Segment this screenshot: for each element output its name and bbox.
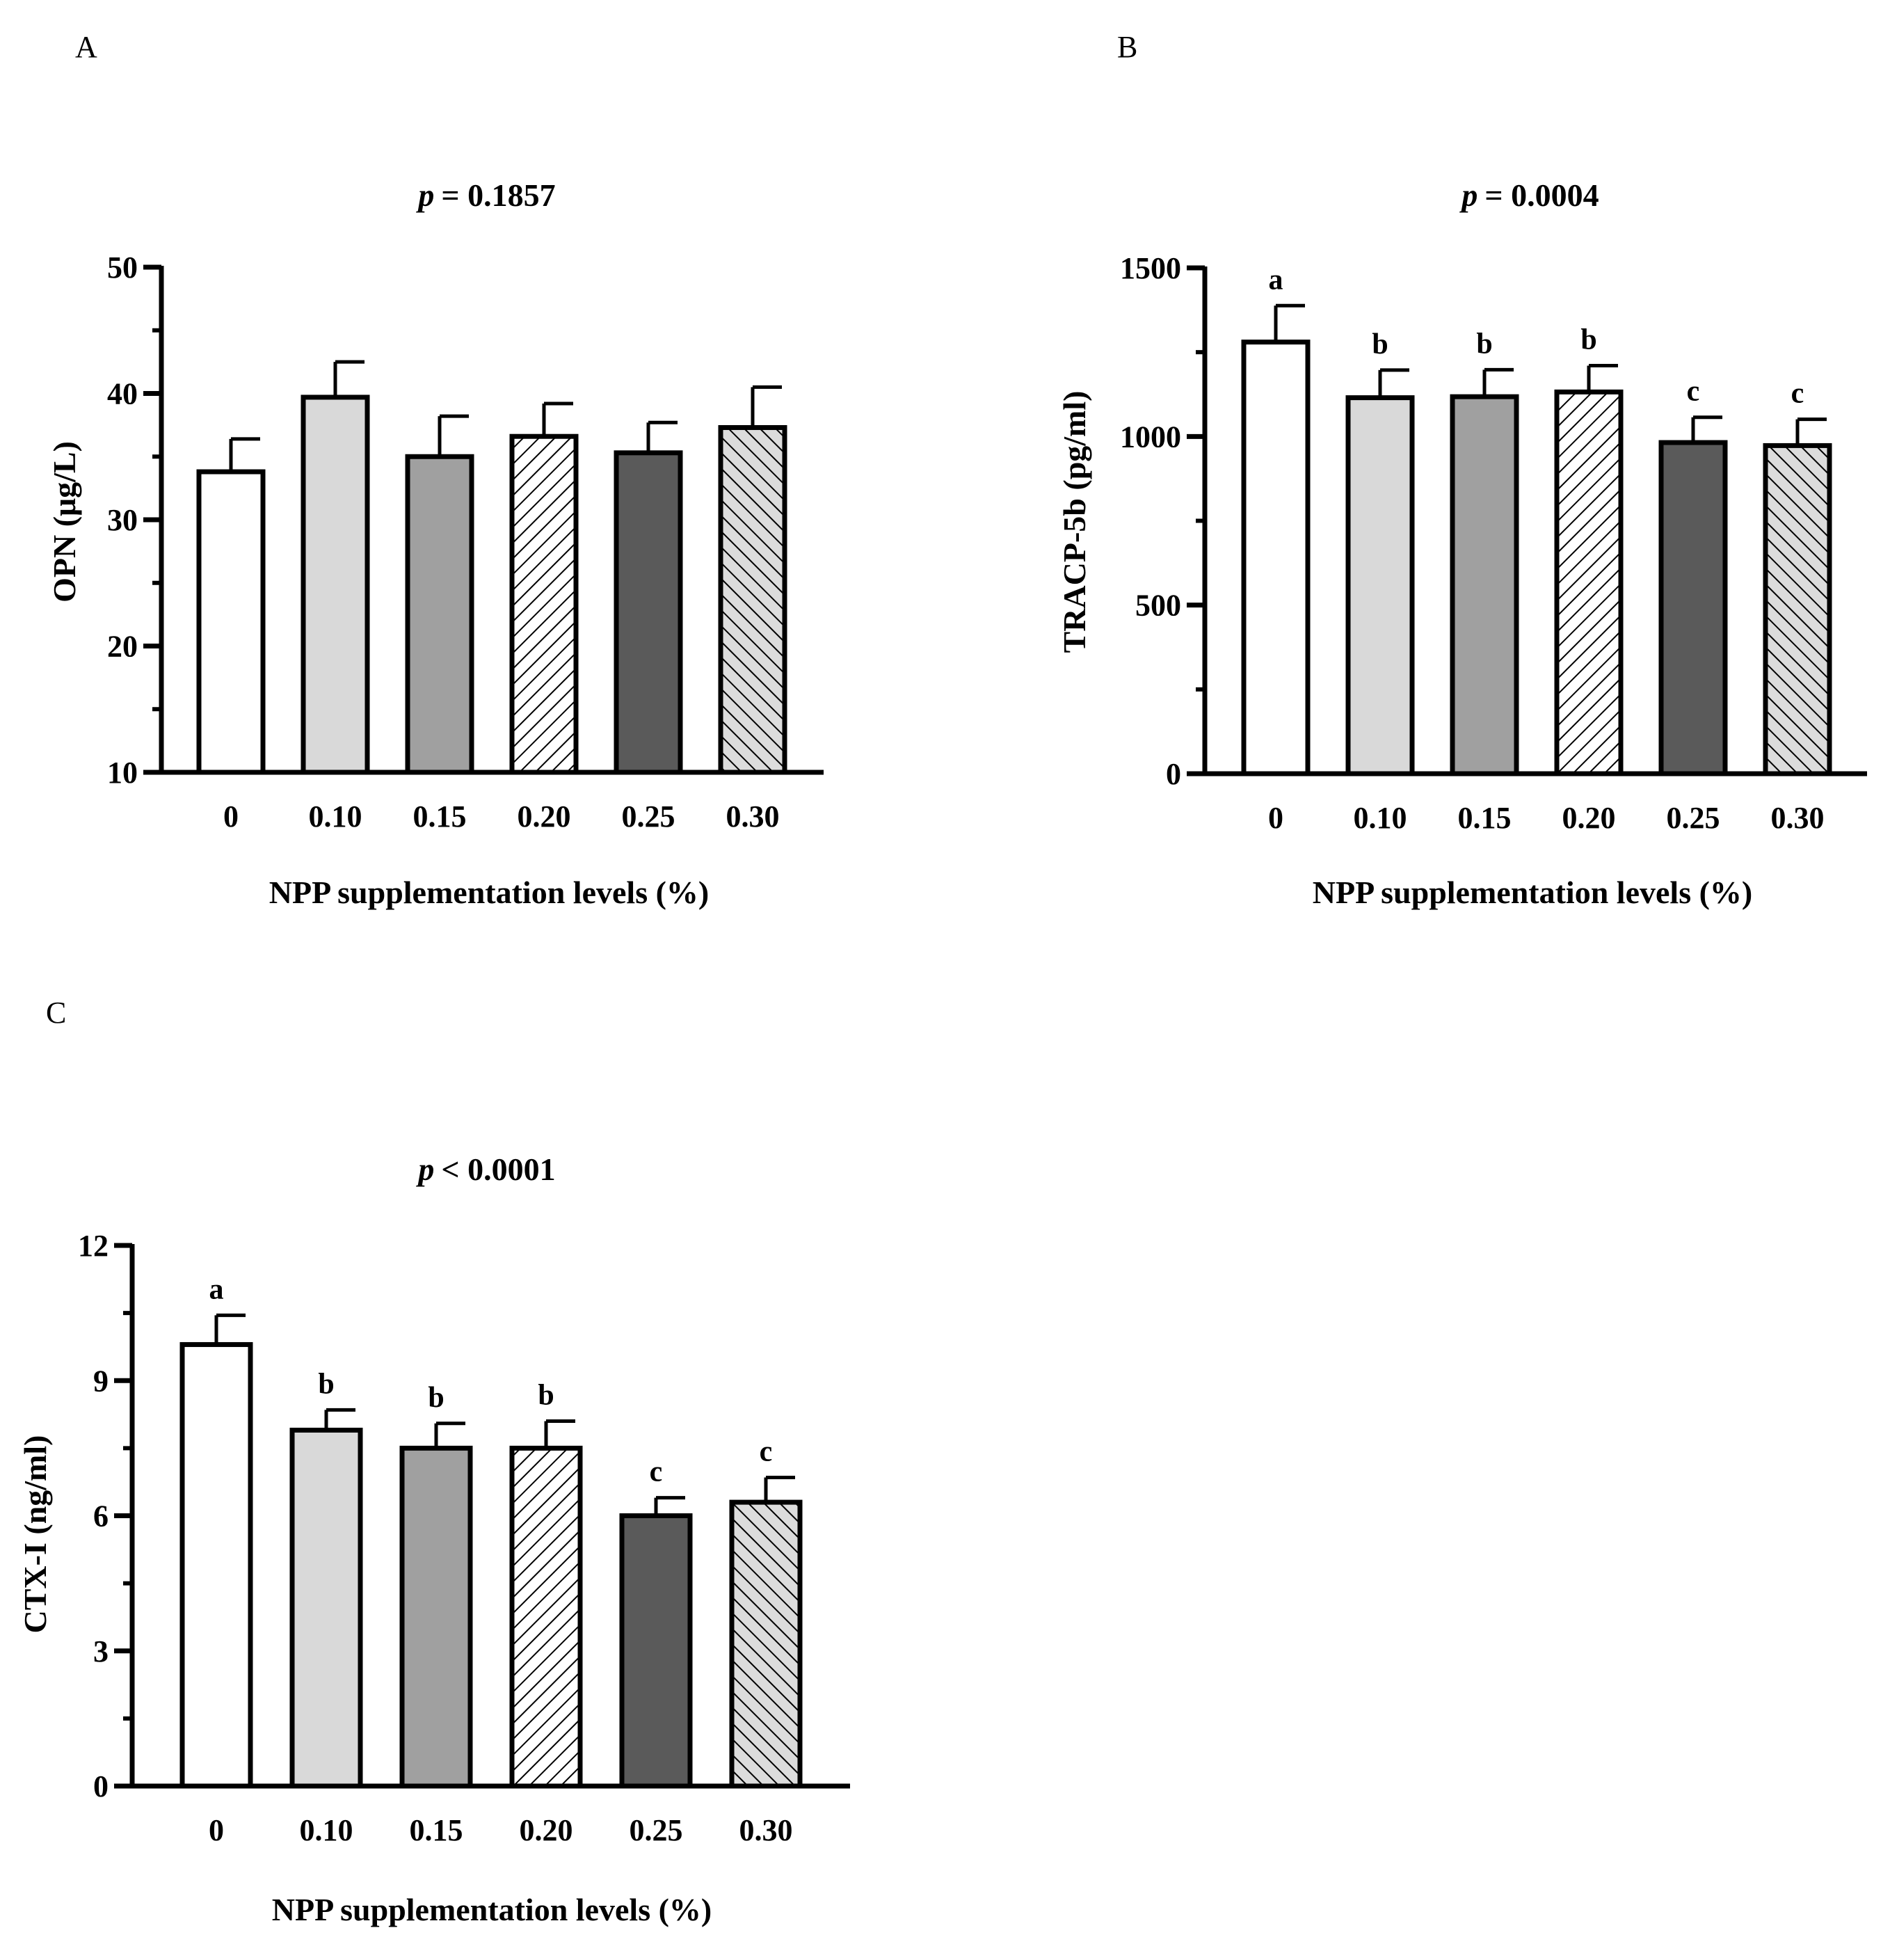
panel-letter-b: B [1117, 30, 1137, 64]
x-tick-label: 0 [209, 1813, 224, 1847]
bar-0 [1241, 340, 1311, 776]
panel-letter-a: A [75, 30, 97, 64]
x-tick-label: 0.20 [520, 1813, 573, 1847]
panel-b-plot: 0 500 1000 1500 a 0 b 0.10 b 0.15 b 0.20 c 0.25 c 0.30 [1120, 251, 1867, 835]
panel-a-plot: 10 20 30 40 50 0 0.10 0.15 0.20 0.25 0.30 [107, 250, 824, 834]
panel-b-title: p = 0.0004 [1459, 177, 1599, 213]
significance-letter: a [209, 1273, 224, 1305]
bar-0.10 [1345, 395, 1415, 776]
panel-c-title: p < 0.0001 [415, 1152, 555, 1187]
y-tick-label: 1500 [1120, 251, 1181, 285]
y-tick-label: 12 [78, 1229, 109, 1263]
y-tick-label: 9 [93, 1364, 109, 1398]
x-tick-label: 0.15 [410, 1813, 463, 1847]
significance-letter: b [428, 1382, 444, 1414]
panel-a: A p = 0.1857 OPN (μg/L) NPP supplementati… [47, 30, 824, 910]
x-tick-label: 0.20 [518, 799, 571, 834]
significance-letter: b [538, 1380, 554, 1412]
significance-letter: b [1476, 328, 1492, 360]
x-tick-label: 0 [1268, 801, 1283, 835]
panel-c-plot: 0 3 6 9 12 a 0 b 0.10 b 0.15 b 0.20 c 0.25 c 0.30 [78, 1229, 850, 1847]
bar-0 [179, 1341, 253, 1789]
x-tick-label: 0.25 [622, 799, 675, 834]
panel-c: C p < 0.0001 CTX-I (ng/ml) NPP supplement… [17, 996, 850, 1927]
significance-letter: a [1269, 264, 1283, 296]
y-tick-label: 6 [93, 1499, 109, 1533]
significance-letter: c [650, 1456, 663, 1488]
y-tick-label: 40 [107, 377, 138, 411]
panel-b-y-axis-label: TRACP-5b (pg/ml) [1057, 391, 1092, 653]
x-tick-label: 0.25 [630, 1813, 683, 1847]
x-tick-label: 0.10 [309, 799, 362, 834]
significance-letter: c [1687, 376, 1700, 408]
y-tick-label: 3 [93, 1634, 109, 1668]
x-tick-label: 0.10 [300, 1813, 353, 1847]
y-tick-label: 0 [93, 1769, 109, 1803]
bar-0.30 [729, 1499, 803, 1789]
bar-0 [196, 469, 266, 775]
significance-letter: c [760, 1435, 773, 1467]
significance-letter: b [1372, 328, 1388, 360]
bar-0.20 [1554, 389, 1624, 776]
y-tick-label: 1000 [1120, 420, 1181, 454]
panel-a-y-axis-label: OPN (μg/L) [47, 441, 82, 603]
x-tick-label: 0.15 [1458, 801, 1512, 835]
x-tick-label: 0.30 [726, 799, 780, 834]
panel-c-x-axis-label: NPP supplementation levels (%) [272, 1892, 712, 1927]
x-tick-label: 0.20 [1562, 801, 1616, 835]
panel-c-y-axis-label: CTX-I (ng/ml) [17, 1435, 53, 1634]
bar-0.15 [399, 1445, 473, 1789]
x-tick-label: 0.15 [413, 799, 467, 834]
significance-letter: c [1791, 378, 1804, 410]
x-tick-label: 0.30 [739, 1813, 793, 1847]
bar-0.10 [289, 1427, 363, 1789]
bar-0.25 [1658, 440, 1728, 776]
y-tick-label: 500 [1135, 589, 1181, 623]
bar-0.20 [509, 1445, 583, 1789]
bar-0.30 [718, 425, 787, 775]
panel-a-title: p = 0.1857 [415, 177, 555, 213]
y-tick-label: 0 [1166, 757, 1181, 791]
bar-0.10 [301, 395, 370, 775]
panel-b-x-axis-label: NPP supplementation levels (%) [1313, 875, 1752, 910]
y-tick-label: 20 [107, 630, 138, 664]
y-tick-label: 50 [107, 250, 138, 285]
bar-0.15 [1450, 394, 1519, 776]
x-tick-label: 0.10 [1354, 801, 1407, 835]
x-tick-label: 0 [223, 799, 239, 834]
significance-letter: b [318, 1368, 334, 1400]
bar-0.15 [405, 454, 474, 775]
y-tick-label: 30 [107, 503, 138, 537]
y-tick-label: 10 [107, 756, 138, 790]
bar-0.25 [619, 1513, 693, 1789]
bar-0.25 [614, 450, 683, 775]
significance-letter: b [1580, 324, 1596, 356]
x-tick-label: 0.30 [1771, 801, 1825, 835]
panel-a-x-axis-label: NPP supplementation levels (%) [269, 875, 709, 910]
panel-b: B p = 0.0004 TRACP-5b (pg/ml) NPP supplem… [1057, 30, 1867, 910]
bar-0.20 [509, 433, 579, 775]
x-tick-label: 0.25 [1667, 801, 1720, 835]
bar-0.30 [1763, 443, 1832, 776]
panel-letter-c: C [46, 996, 66, 1030]
